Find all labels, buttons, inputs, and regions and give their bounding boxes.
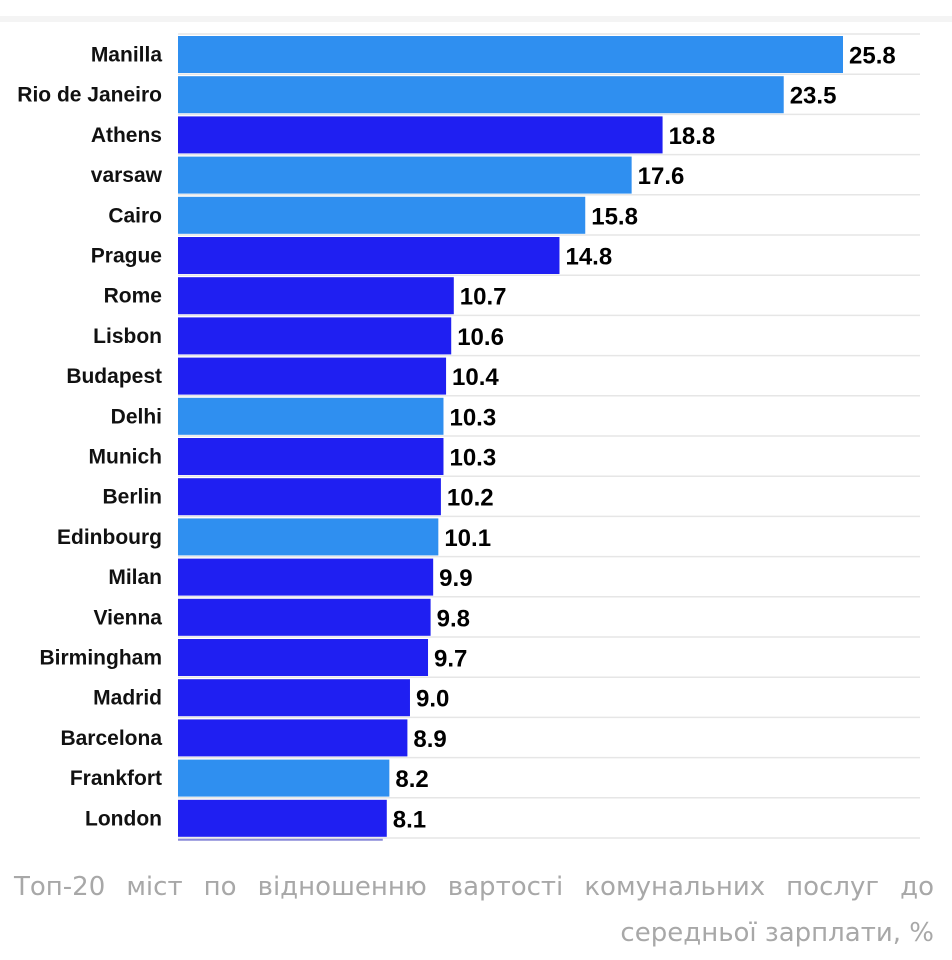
value-label: 10.7 [460, 284, 507, 311]
bar [178, 196, 586, 234]
value-label: 8.1 [393, 806, 426, 833]
value-label: 10.6 [457, 324, 504, 351]
value-label: 14.8 [565, 244, 612, 271]
category-label: Edinbourg [57, 526, 162, 549]
category-label: Berlin [102, 486, 162, 509]
bar [178, 799, 387, 837]
value-label: 10.3 [449, 404, 496, 431]
value-label: 18.8 [669, 123, 716, 150]
chart-caption: Топ-20 міст по відношенню вартості комун… [14, 872, 934, 948]
bar [178, 598, 431, 636]
bar [178, 237, 560, 274]
value-label: 9.7 [434, 646, 467, 673]
bar [178, 518, 439, 556]
category-label: Rome [104, 285, 162, 308]
value-label: 25.8 [849, 43, 896, 70]
category-label: Athens [91, 124, 162, 147]
bar [178, 277, 454, 315]
value-label: 17.6 [638, 163, 685, 190]
category-label: Barcelona [60, 727, 162, 750]
bar [178, 719, 408, 757]
bar-chart-area: Manilla 25.8 Rio de Janeiro 23.5 Athens 18.8 v… [0, 16, 952, 841]
value-label: 9.0 [416, 686, 449, 713]
category-label: Delhi [111, 405, 162, 428]
value-label: 9.8 [437, 605, 470, 632]
value-label: 10.3 [449, 445, 496, 472]
category-label: Rio de Janeiro [17, 84, 162, 107]
bar [178, 156, 632, 194]
bar [178, 759, 390, 797]
bar [178, 116, 663, 154]
bar [178, 558, 434, 596]
bar [178, 357, 447, 395]
bar [178, 438, 444, 475]
category-label: Prague [91, 245, 162, 268]
category-label: varsaw [91, 164, 163, 187]
category-label: Milan [108, 566, 162, 589]
bar [178, 478, 441, 516]
value-label: 15.8 [591, 203, 638, 230]
category-label: Vienna [94, 606, 163, 629]
category-label: Manilla [91, 44, 163, 67]
top-band [0, 16, 952, 22]
bar [178, 317, 452, 355]
category-label: Cairo [108, 204, 162, 227]
bar [178, 679, 410, 717]
value-label: 9.9 [439, 565, 472, 592]
category-label: Birmingham [39, 647, 162, 670]
category-label: Frankfort [70, 767, 162, 790]
bar [178, 639, 429, 676]
value-label: 23.5 [790, 83, 837, 110]
bar [178, 36, 843, 73]
value-label: 8.2 [395, 766, 428, 793]
bar [178, 76, 784, 114]
category-label: Budapest [66, 365, 162, 388]
bar-chart: Manilla 25.8 Rio de Janeiro 23.5 Athens 18.8 v… [0, 16, 952, 841]
category-label: Lisbon [93, 325, 162, 348]
category-label: Munich [89, 446, 163, 469]
value-label: 10.1 [444, 525, 491, 552]
value-label: 10.4 [452, 364, 499, 391]
category-label: London [85, 807, 162, 830]
bar [178, 397, 444, 435]
category-label: Madrid [93, 687, 162, 710]
value-label: 8.9 [413, 726, 446, 753]
value-label: 10.2 [447, 485, 494, 512]
